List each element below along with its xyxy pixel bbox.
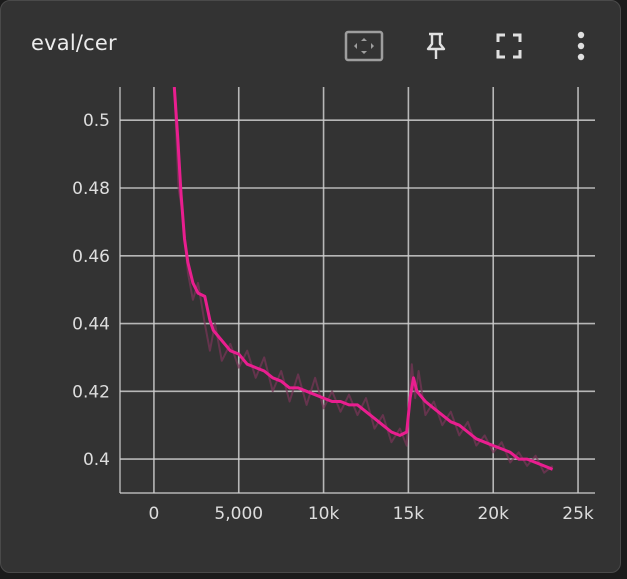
y-tick-label: 0.5 (83, 111, 110, 131)
card-title: eval/cer (31, 31, 117, 55)
pin-button[interactable] (414, 27, 458, 65)
more-options-button[interactable] (559, 27, 603, 65)
pin-icon (426, 32, 446, 59)
chart-axes (119, 87, 595, 494)
fullscreen-button[interactable] (487, 27, 531, 65)
x-tick-label: 0 (149, 504, 160, 524)
x-tick-label: 5,000 (214, 504, 263, 524)
smoothed-series-line (172, 87, 554, 471)
x-tick-label: 25k (562, 504, 594, 524)
fit-domain-icon (344, 30, 384, 62)
more-vert-icon (577, 31, 585, 61)
y-tick-label: 0.4 (83, 450, 110, 470)
chart-tick-labels: 0 5,000 10k 15k 20k 25k 0.4 0.42 0.44 0.46 0.48 0.5 (72, 111, 594, 524)
y-tick-label: 0.46 (72, 247, 110, 267)
fullscreen-icon (496, 33, 522, 59)
x-tick-label: 20k (477, 504, 509, 524)
y-tick-label: 0.42 (72, 382, 110, 402)
fit-domain-button[interactable] (342, 27, 386, 65)
raw-series-line (173, 87, 554, 474)
y-tick-label: 0.44 (72, 315, 110, 335)
x-tick-label: 15k (393, 504, 425, 524)
chart-series (172, 87, 554, 474)
y-tick-label: 0.48 (72, 179, 110, 199)
x-tick-label: 10k (308, 504, 340, 524)
